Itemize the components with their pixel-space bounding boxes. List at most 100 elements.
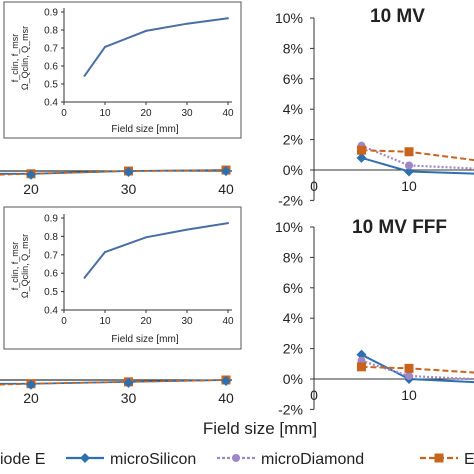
inset-y-tick-label: 0.4 — [44, 98, 58, 109]
inset-point — [227, 222, 229, 225]
main-x-tick-label: 10 — [401, 387, 417, 403]
main-y-tick-label: 0% — [283, 371, 303, 387]
inset-point — [83, 74, 86, 77]
main-y-tick-label: -2% — [278, 401, 303, 417]
legend-label: EDG — [464, 451, 474, 468]
left-point-microSilicon — [26, 169, 36, 180]
series-line-microDiamond — [361, 144, 474, 170]
left-x-tick-label: 30 — [121, 181, 137, 197]
main-x-tick-label: 0 — [310, 387, 318, 403]
inset-y-tick-label: 0.6 — [44, 62, 58, 73]
series-point-EDGE — [357, 145, 366, 155]
inset-ylabel-top: f_clin, f_msr Ω_Qclin, Q_msr — [10, 26, 30, 90]
series-point-microSilicon — [404, 166, 414, 177]
x-axis-label: Field size [mm] — [203, 419, 317, 438]
inset-plot-bottom: 0.9 0.8 0.7 0.6 0.5 0.40 10 20 30 40 — [44, 214, 234, 328]
inset-point — [145, 236, 147, 239]
main-y-tick-label: 2% — [283, 341, 303, 357]
main-panel-top: 10% 8% 6% 4% 2% 0% -2% 0 10 — [275, 10, 474, 208]
left-line-EDGE — [0, 169, 227, 176]
series-point-microDiamond — [405, 371, 413, 380]
inset-y-tick-label: 0.6 — [44, 269, 58, 280]
left-point-microSilicon — [221, 376, 231, 386]
inset-ylabel-line1: f_clin, f_msr — [10, 242, 20, 291]
legend: iode E microSilicon microDiamond EDG — [0, 451, 474, 468]
series-line-EDGE — [361, 365, 474, 374]
main-y-tick-label: 4% — [283, 101, 303, 117]
main-y-tick-label: 10% — [275, 10, 303, 26]
inset-point — [83, 276, 86, 279]
legend-label: microDiamond — [261, 451, 364, 468]
inset-y-tick-label: 0.7 — [44, 250, 58, 261]
inset-point — [186, 22, 188, 25]
series-point-EDGE — [404, 147, 414, 157]
main-y-tick-label: 2% — [283, 132, 303, 148]
inset-plot-top: 0.9 0.8 0.7 0.6 0.5 0.40 10 20 30 40 — [44, 8, 234, 120]
inset-x-tick-label: 10 — [99, 316, 111, 327]
series-point-microSilicon — [356, 152, 367, 163]
inset-point — [227, 17, 229, 20]
inset-y-tick-label: 0.8 — [44, 26, 58, 37]
left-x-tick-label: 40 — [218, 390, 234, 406]
main-y-tick-label: 0% — [283, 162, 303, 178]
left-point-microSilicon — [123, 167, 134, 177]
left-x-tick-label: 20 — [23, 390, 39, 406]
inset-ylabel-line1: f_clin, f_msr — [10, 34, 20, 83]
main-x-tick-label: 10 — [401, 178, 417, 194]
series-point-microSilicon — [356, 349, 367, 360]
legend-label: microSilicon — [110, 451, 196, 468]
left-partial-panel-top: 20 30 40 — [0, 165, 234, 197]
left-x-tick-label: 40 — [218, 181, 234, 197]
inset-x-tick-label: 30 — [181, 316, 193, 327]
inset-frame-bottom — [3, 206, 242, 350]
inset-point — [186, 228, 188, 231]
main-panel-bottom: 10% 8% 6% 4% 2% 0% -2% 0 10 — [275, 219, 474, 417]
inset-y-tick-label: 0.4 — [44, 306, 58, 317]
left-x-tick-label: 30 — [121, 390, 137, 406]
inset-x-tick-label: 20 — [140, 108, 152, 119]
inset-x-tick-label: 40 — [222, 316, 234, 327]
main-y-tick-label: 8% — [283, 249, 303, 265]
inset-y-tick-label: 0.8 — [44, 232, 58, 243]
inset-y-tick-label: 0.9 — [44, 8, 58, 19]
main-x-tick-label: 0 — [310, 178, 318, 194]
inset-y-tick-label: 0.7 — [44, 44, 58, 55]
series-point-microDiamond — [405, 161, 413, 170]
main-y-tick-label: 10% — [275, 219, 303, 235]
inset-point — [145, 29, 147, 32]
inset-ylabel-line2: Ω_Qclin, Q_msr — [20, 26, 30, 90]
inset-point — [104, 251, 106, 254]
left-partial-panel-bottom: 20 30 40 — [0, 375, 234, 406]
inset-x-tick-label: 10 — [99, 108, 111, 119]
inset-y-tick-label: 0.9 — [44, 214, 58, 225]
legend-label: iode E — [0, 451, 45, 468]
inset-point — [104, 45, 106, 48]
inset-x-tick-label: 20 — [140, 316, 152, 327]
panel-title-bottom: 10 MV FFF — [352, 217, 447, 238]
main-y-tick-label: -2% — [278, 192, 303, 208]
legend-marker-microSilicon — [80, 453, 90, 463]
left-line-EDGE — [0, 379, 227, 386]
series-point-EDGE — [357, 362, 366, 372]
left-point-microSilicon — [26, 379, 36, 390]
inset-y-tick-label: 0.5 — [44, 80, 58, 91]
main-y-tick-label: 4% — [283, 310, 303, 326]
left-point-microSilicon — [221, 166, 231, 177]
inset-x-tick-label: 0 — [61, 316, 67, 327]
inset-ylabel-line2: Ω_Qclin, Q_msr — [20, 234, 30, 298]
main-y-tick-label: 6% — [283, 71, 303, 87]
inset-xlabel-bottom: Field size [mm] — [111, 334, 178, 345]
panel-title-top: 10 MV — [370, 6, 425, 27]
inset-x-tick-label: 30 — [181, 108, 193, 119]
series-point-EDGE — [404, 363, 414, 373]
legend-marker-microDiamond — [232, 454, 240, 462]
left-point-microSilicon — [123, 377, 134, 388]
main-y-tick-label: 8% — [283, 40, 303, 56]
legend-marker-EDG — [434, 453, 444, 463]
inset-y-tick-label: 0.5 — [44, 287, 58, 298]
main-y-tick-label: 6% — [283, 280, 303, 296]
inset-x-tick-label: 0 — [61, 108, 67, 119]
inset-ylabel-bottom: f_clin, f_msr Ω_Qclin, Q_msr — [10, 234, 30, 298]
left-x-tick-label: 20 — [23, 181, 39, 197]
